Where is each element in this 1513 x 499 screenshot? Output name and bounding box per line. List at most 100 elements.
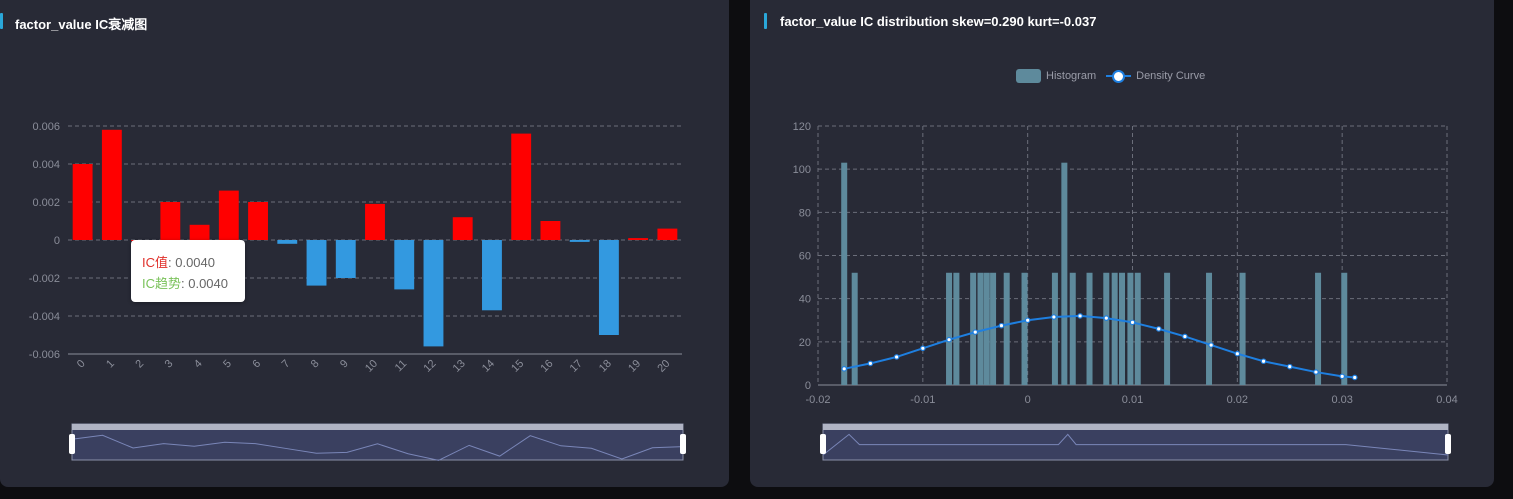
- ic-bar: [160, 202, 181, 240]
- y-tick-label: -0.006: [29, 349, 60, 361]
- histogram-bar: [1134, 272, 1141, 385]
- x-tick-label: 19: [626, 358, 643, 375]
- y-tick-label: -0.002: [29, 273, 60, 285]
- x-tick-label: -0.01: [910, 394, 935, 406]
- histogram-bar: [946, 272, 953, 385]
- density-point: [841, 366, 848, 372]
- x-tick-label: 6: [250, 358, 263, 371]
- histogram-bar: [1003, 272, 1010, 385]
- ic-bar: [101, 129, 122, 240]
- x-tick-label: 20: [655, 358, 672, 375]
- x-tick-label: 17: [568, 358, 585, 375]
- x-tick-label: 0.01: [1122, 394, 1143, 406]
- x-tick-label: 1: [104, 358, 117, 371]
- ic-bar: [394, 240, 415, 290]
- density-point: [1024, 317, 1031, 324]
- x-tick-label: 0.03: [1331, 394, 1352, 406]
- density-point: [1051, 314, 1057, 320]
- density-point: [998, 322, 1005, 329]
- ic-distribution-title: factor_value IC distribution skew=0.290 …: [780, 14, 1097, 29]
- histogram-bar: [1111, 272, 1118, 385]
- histogram-bar: [841, 162, 848, 385]
- histogram-bar: [970, 272, 977, 385]
- y-tick-label: 20: [799, 337, 811, 349]
- x-tick-label: 14: [480, 358, 497, 375]
- zoom-handle-right: [680, 434, 686, 454]
- ic-bar: [423, 240, 444, 347]
- chart-legend: Histogram Density Curve: [1016, 69, 1215, 83]
- histogram-bar: [1127, 272, 1134, 385]
- x-tick-label: 0.04: [1436, 394, 1457, 406]
- y-tick-label: 0: [805, 380, 811, 392]
- density-line-icon: [1106, 69, 1132, 83]
- ic-bar: [598, 240, 619, 335]
- y-tick-label: 80: [799, 207, 811, 219]
- y-tick-label: 100: [793, 164, 811, 176]
- density-point: [920, 345, 926, 352]
- ic-bar: [306, 240, 327, 286]
- x-tick-label: 3: [163, 358, 176, 371]
- x-tick-label: 4: [192, 358, 205, 371]
- ic-bar: [218, 190, 239, 240]
- density-point: [1351, 374, 1358, 381]
- histogram-bar: [953, 272, 960, 385]
- histogram-bar: [1119, 272, 1126, 385]
- density-point: [867, 360, 874, 367]
- y-tick-label: 0.006: [32, 121, 60, 133]
- density-point: [1286, 363, 1293, 370]
- legend-density[interactable]: Density Curve: [1106, 69, 1205, 83]
- ic-bar: [482, 240, 502, 311]
- histogram-swatch-icon: [1016, 69, 1041, 83]
- ic-bar: [540, 221, 561, 240]
- zoom-slider-preview: [71, 434, 684, 461]
- x-tick-label: 10: [363, 358, 380, 375]
- histogram-bar: [1315, 272, 1322, 385]
- y-tick-label: 120: [793, 121, 811, 133]
- zoom-slider-top-bar: [823, 424, 1448, 430]
- histogram-bar: [1103, 272, 1110, 385]
- zoom-handle-left: [69, 434, 75, 454]
- x-tick-label: -0.02: [805, 394, 830, 406]
- density-point: [1155, 326, 1162, 332]
- histogram-bar: [1239, 272, 1246, 385]
- y-tick-label: 40: [799, 294, 811, 306]
- x-tick-label: 5: [221, 358, 234, 371]
- density-point: [1129, 319, 1136, 326]
- histogram-bar: [1069, 272, 1076, 385]
- ic-distribution-panel: factor_value IC distribution skew=0.290 …: [750, 0, 1494, 487]
- ic-bar: [511, 133, 532, 240]
- density-point: [1260, 358, 1267, 365]
- histogram-bar: [1051, 272, 1058, 385]
- histogram-bar: [1206, 272, 1213, 385]
- zoom-slider-preview: [822, 433, 1449, 456]
- x-tick-label: 18: [597, 358, 614, 375]
- x-tick-label: 11: [393, 358, 410, 375]
- density-point: [1182, 333, 1188, 340]
- ic-tooltip: IC值: 0.0040 IC趋势: 0.0040: [131, 240, 245, 302]
- legend-histogram[interactable]: Histogram: [1016, 69, 1096, 83]
- x-tick-label: 15: [509, 358, 526, 375]
- density-point: [1313, 369, 1319, 375]
- ic-decay-title: factor_value IC衰减图: [15, 17, 148, 32]
- density-point: [1077, 313, 1083, 319]
- density-point: [1234, 350, 1241, 357]
- zoom-handle-left: [820, 434, 826, 454]
- density-point: [1103, 315, 1110, 321]
- ic-bar: [335, 240, 356, 278]
- y-tick-label: 0: [54, 235, 60, 247]
- tooltip-ic-trend-value: : 0.0040: [181, 276, 229, 291]
- histogram-bar: [977, 272, 984, 385]
- zoom-slider-top-bar: [72, 424, 683, 430]
- histogram-bar: [1061, 162, 1068, 385]
- tooltip-ic-trend-key: IC趋势: [142, 276, 182, 291]
- x-tick-label: 16: [538, 358, 555, 375]
- histogram-bar: [1021, 272, 1028, 385]
- density-point: [972, 329, 979, 335]
- title-accent-bar: [0, 13, 3, 29]
- x-tick-label: 8: [309, 358, 322, 371]
- y-tick-label: 0.004: [32, 159, 60, 171]
- x-tick-label: 13: [451, 358, 468, 375]
- ic-bar: [248, 202, 268, 240]
- density-point: [893, 354, 900, 360]
- histogram-bar: [851, 272, 858, 385]
